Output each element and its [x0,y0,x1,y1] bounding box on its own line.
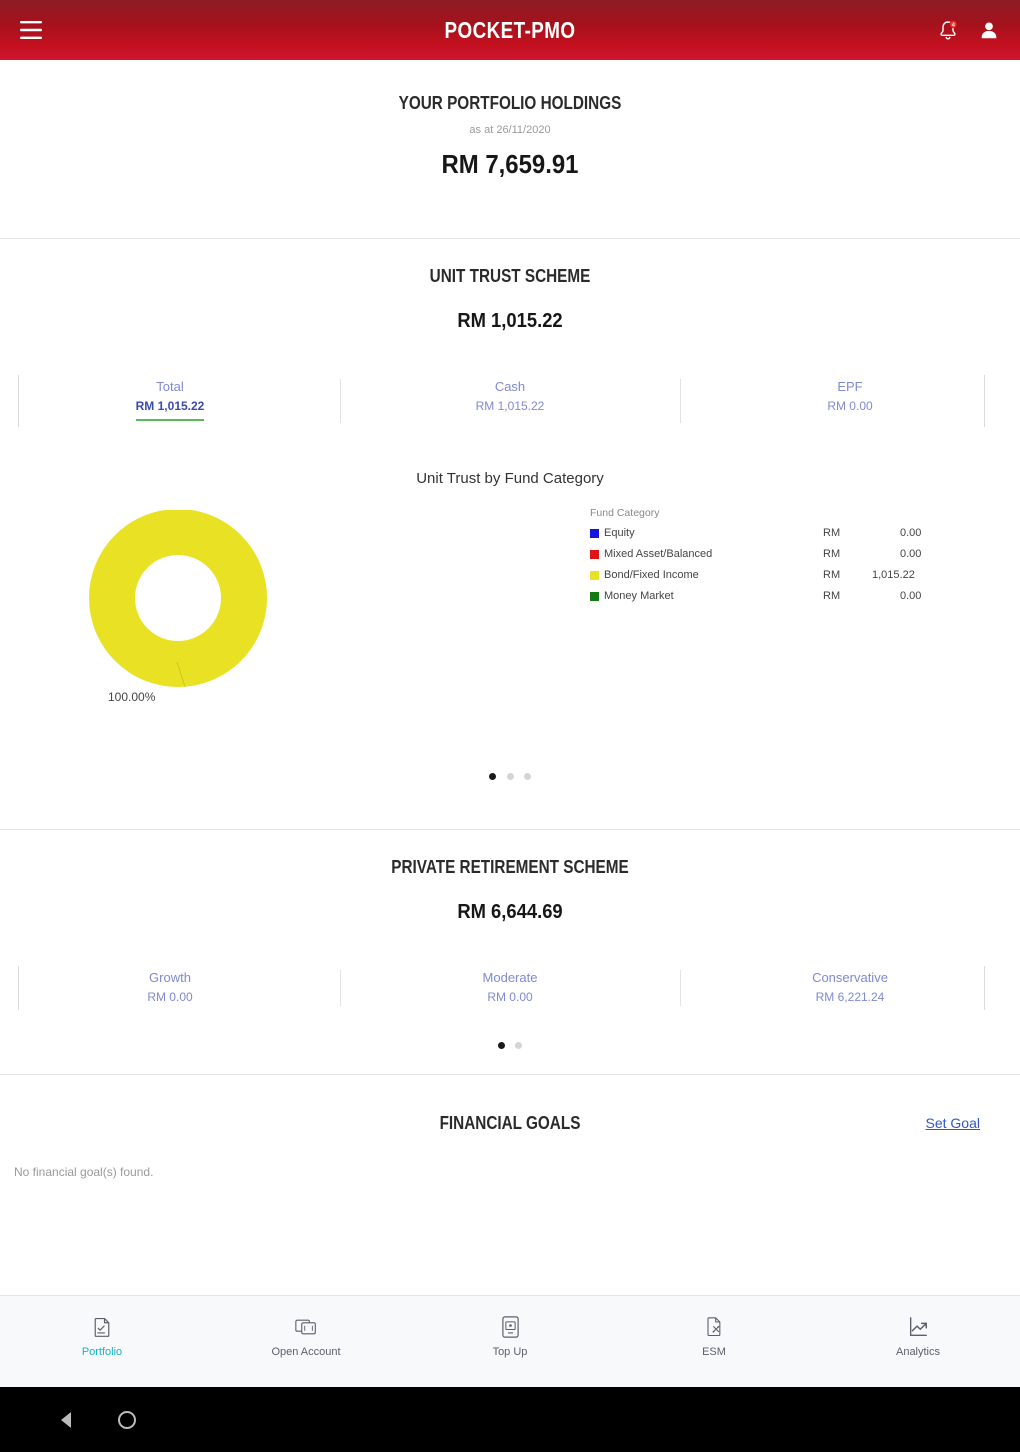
svg-text:4: 4 [952,23,955,29]
